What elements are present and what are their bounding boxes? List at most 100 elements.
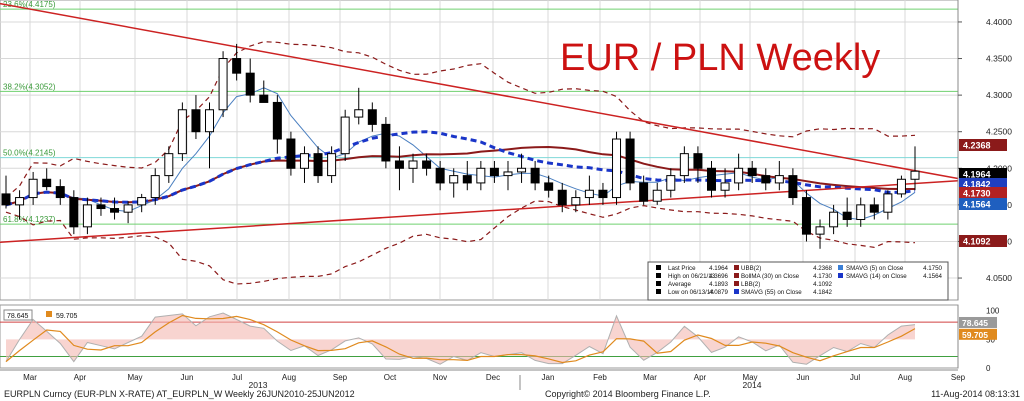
- lower-bollinger-band: [5, 200, 916, 285]
- candle-body: [598, 189, 608, 199]
- candle-body: [218, 58, 228, 111]
- legend-swatch: [656, 289, 661, 294]
- candle-body: [652, 189, 662, 202]
- price-badge-text: 4.1964: [963, 170, 991, 180]
- footer: EURPLN Curncy (EUR-PLN X-RATE) AT_EURPLN…: [4, 389, 1020, 399]
- month-label: Oct: [384, 373, 397, 382]
- candle: [869, 197, 879, 220]
- upper-bollinger-band: [5, 41, 916, 199]
- osc-k-line: [5, 312, 916, 365]
- candle: [503, 160, 513, 191]
- price-tick-label: 4.3500: [986, 54, 1012, 64]
- month-label: Sep: [951, 373, 966, 382]
- candle-body: [503, 171, 513, 177]
- month-label: Apr: [694, 373, 707, 382]
- candle-body: [612, 138, 622, 199]
- candle: [340, 109, 350, 161]
- candle-body: [422, 160, 432, 169]
- candle: [625, 131, 635, 191]
- candle-body: [286, 138, 296, 169]
- month-label: Jun: [797, 373, 810, 382]
- candle: [489, 160, 499, 183]
- candle-body: [82, 204, 92, 228]
- candle-body: [476, 167, 486, 184]
- candle: [435, 160, 445, 191]
- candle-body: [856, 204, 866, 221]
- legend-swatch: [734, 273, 739, 278]
- legend-label: Last Price: [668, 265, 696, 272]
- price-tick-label: 4.0500: [986, 273, 1012, 283]
- candle-body: [123, 204, 133, 213]
- candle: [15, 190, 25, 220]
- month-label: Sep: [333, 373, 348, 382]
- candle: [259, 80, 269, 103]
- fib-label: 50.0%(4.2145): [3, 149, 56, 158]
- candle: [55, 179, 65, 205]
- candle: [815, 219, 825, 249]
- fib-label: 23.6%(4.4175): [3, 0, 56, 9]
- candle: [462, 160, 472, 191]
- legend-box: [647, 261, 949, 301]
- osc-badge: [959, 328, 997, 340]
- price-badge-text: 4.2368: [963, 141, 991, 151]
- candle-body: [28, 178, 38, 199]
- candle-body: [69, 197, 79, 228]
- month-label: Jul: [850, 373, 860, 382]
- candle-body: [313, 153, 323, 177]
- price-badge: [959, 187, 1007, 199]
- price-badge: [959, 168, 1007, 180]
- legend-swatch: [734, 265, 739, 270]
- sma-55-line: [5, 130, 916, 207]
- price-badge-text: 4.1564: [963, 200, 991, 210]
- candle-body: [177, 109, 187, 155]
- candle: [584, 175, 594, 205]
- candle: [327, 146, 337, 183]
- month-label: Mar: [643, 373, 657, 382]
- descending-trendline: [0, 2, 959, 180]
- price-badge-text: 4.1730: [963, 189, 991, 199]
- osc-swatch: [46, 311, 52, 317]
- candle: [856, 197, 866, 227]
- candle: [801, 190, 811, 242]
- candle: [530, 160, 540, 191]
- time-axis: Mar Apr May Jun Jul Aug Sep Oct Nov Dec Jan Feb Mar A…: [0, 369, 966, 390]
- candle: [272, 95, 282, 154]
- price-tick-label: 4.2500: [986, 127, 1012, 137]
- candle: [557, 182, 567, 213]
- candle: [367, 102, 377, 132]
- legend-value: 4.2368: [813, 265, 832, 272]
- candle-body: [340, 116, 350, 155]
- candle: [1, 175, 11, 209]
- candle-body: [15, 197, 25, 206]
- candle-body: [788, 175, 798, 199]
- candle-body: [517, 167, 527, 173]
- month-label: Jul: [232, 373, 242, 382]
- month-label: Dec: [486, 373, 500, 382]
- candle: [96, 197, 106, 216]
- candle-body: [435, 167, 445, 184]
- candle-body: [571, 197, 581, 206]
- candle-body: [272, 101, 282, 140]
- candle: [761, 168, 771, 191]
- candle-body: [720, 182, 730, 191]
- candle: [896, 175, 906, 198]
- candle: [476, 160, 486, 191]
- legend-swatch: [656, 273, 661, 278]
- candle-body: [191, 109, 201, 133]
- legend-swatch: [838, 273, 843, 278]
- legend-label: SMAVG (5) on Close: [846, 265, 904, 272]
- price-badge: [959, 235, 1007, 247]
- candle-body: [367, 109, 377, 125]
- month-label: Aug: [898, 373, 912, 382]
- oscillator-panel: 78.645 59.705 100 50 0 78.645 59.705: [0, 304, 1024, 373]
- ascending-trendline: [0, 179, 959, 243]
- candle: [517, 153, 527, 183]
- candle: [299, 146, 309, 183]
- candle: [544, 175, 554, 198]
- legend-label: LBB(2): [741, 281, 760, 288]
- legend-value: 4.0879: [709, 289, 728, 296]
- legend-swatch: [734, 289, 739, 294]
- candle: [774, 160, 784, 191]
